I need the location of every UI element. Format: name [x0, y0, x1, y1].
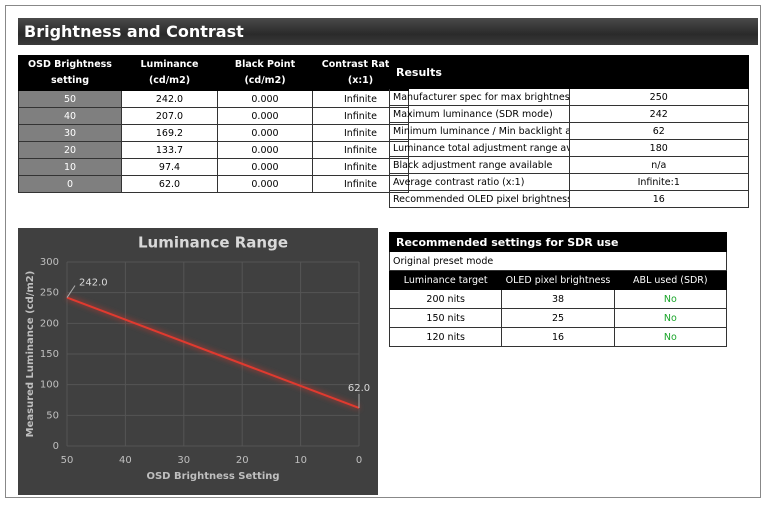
cell: 62.0	[121, 175, 218, 193]
label-cell: Black adjustment range available	[389, 156, 570, 174]
y-tick-label: 200	[40, 318, 59, 329]
cell: 0.000	[217, 107, 313, 125]
results-table: Results Manufacturer spec for max brightn…	[389, 55, 749, 208]
cell: 120 nits	[388, 327, 503, 347]
cell: 169.2	[121, 124, 218, 142]
cell: 200 nits	[388, 289, 503, 309]
cell: 0	[18, 175, 122, 193]
x-tick-label: 40	[119, 455, 132, 466]
row: 150 nits 25 No	[388, 308, 728, 328]
x-tick-label: 0	[356, 455, 362, 466]
row: 50 242.0 0.000 Infinite	[18, 90, 409, 108]
row: Manufacturer spec for max brightness 250	[389, 88, 749, 106]
cell: 0.000	[217, 141, 313, 159]
y-tick-label: 150	[40, 349, 59, 360]
y-tick-label: 250	[40, 288, 59, 299]
x-tick-label: 10	[294, 455, 307, 466]
row: Luminance total adjustment range availab…	[389, 139, 749, 157]
subtitle-row: Original preset mode	[389, 251, 727, 271]
cell: 150 nits	[388, 308, 503, 328]
x-tick-label: 50	[61, 455, 74, 466]
cell: 0.000	[217, 158, 313, 176]
header-cell: ABL used (SDR)	[613, 270, 728, 290]
header-cell: OLED pixel brightness	[501, 270, 615, 290]
value-label: 242.0	[79, 278, 108, 289]
cell: No	[613, 308, 728, 328]
cell: 30	[18, 124, 122, 142]
sdr-subtitle: Original preset mode	[389, 251, 727, 271]
header-cell: Black Point (cd/m2)	[217, 55, 313, 91]
header-cell: Luminance target	[388, 270, 503, 290]
cell: 0.000	[217, 175, 313, 193]
section-title: Brightness and Contrast	[18, 18, 758, 45]
cell: 20	[18, 141, 122, 159]
row: Minimum luminance / Min backlight adjust…	[389, 122, 749, 140]
value-cell: 250	[568, 88, 749, 106]
header-cell: Luminance (cd/m2)	[121, 55, 218, 91]
header-cell: OSD Brightness setting	[18, 55, 122, 91]
results-title: Results	[389, 55, 749, 89]
row: 120 nits 16 No	[388, 327, 728, 347]
y-tick-label: 300	[40, 257, 59, 268]
label-cell: Average contrast ratio (x:1)	[389, 173, 570, 191]
cell: 38	[501, 289, 615, 309]
x-axis-label: OSD Brightness Setting	[146, 471, 279, 482]
row: Recommended OLED pixel brightness settin…	[389, 190, 749, 208]
title-row: Results	[389, 55, 749, 89]
value-cell: n/a	[568, 156, 749, 174]
cell: 10	[18, 158, 122, 176]
row: Average contrast ratio (x:1) Infinite:1	[389, 173, 749, 191]
value-cell: Infinite:1	[568, 173, 749, 191]
y-tick-label: 0	[53, 441, 59, 452]
cell: 97.4	[121, 158, 218, 176]
x-tick-label: 30	[177, 455, 190, 466]
cell: 16	[501, 327, 615, 347]
label-cell: Maximum luminance (SDR mode)	[389, 105, 570, 123]
header-row: OSD Brightness setting Luminance (cd/m2) B…	[18, 55, 409, 91]
cell: 0.000	[217, 124, 313, 142]
cell: 40	[18, 107, 122, 125]
y-tick-label: 50	[46, 410, 59, 421]
title-row: Recommended settings for SDR use	[389, 232, 727, 252]
leader-line	[66, 285, 76, 298]
header-row: Luminance target OLED pixel brightness ABL…	[388, 270, 728, 290]
x-tick-label: 20	[236, 455, 249, 466]
row: 200 nits 38 No	[388, 289, 728, 309]
value-cell: 180	[568, 139, 749, 157]
row: Maximum luminance (SDR mode) 242	[389, 105, 749, 123]
value-cell: 242	[568, 105, 749, 123]
osd-table: OSD Brightness setting Luminance (cd/m2) B…	[18, 55, 409, 193]
row: 0 62.0 0.000 Infinite	[18, 175, 409, 193]
cell: No	[613, 327, 728, 347]
cell: 133.7	[121, 141, 218, 159]
chart-title: Luminance Range	[138, 234, 288, 252]
value-cell: 62	[568, 122, 749, 140]
sdr-title: Recommended settings for SDR use	[389, 232, 727, 252]
y-tick-label: 100	[40, 380, 59, 391]
value-cell: 16	[568, 190, 749, 208]
cell: 50	[18, 90, 122, 108]
y-axis-label: Measured Luminance (cd/m2)	[25, 271, 36, 438]
cell: 207.0	[121, 107, 218, 125]
value-label: 62.0	[348, 383, 370, 394]
chart-panel: Luminance Range 0 50 100 150 200 250 300 50 40 30 2…	[18, 228, 378, 495]
sdr-table: Recommended settings for SDR use Original…	[388, 232, 728, 347]
line	[66, 296, 360, 409]
label-cell: Manufacturer spec for max brightness	[389, 88, 570, 106]
label-cell: Luminance total adjustment range availab…	[389, 139, 570, 157]
label-cell: Recommended OLED pixel brightness settin…	[389, 190, 570, 208]
row: 30 169.2 0.000 Infinite	[18, 124, 409, 142]
frame	[5, 5, 761, 498]
label-cell: Minimum luminance / Min backlight adjust…	[389, 122, 570, 140]
cell: 0.000	[217, 90, 313, 108]
row: 20 133.7 0.000 Infinite	[18, 141, 409, 159]
cell: No	[613, 289, 728, 309]
row: 40 207.0 0.000 Infinite	[18, 107, 409, 125]
cell: 242.0	[121, 90, 218, 108]
row: Black adjustment range available n/a	[389, 156, 749, 174]
cell: 25	[501, 308, 615, 328]
row: 10 97.4 0.000 Infinite	[18, 158, 409, 176]
